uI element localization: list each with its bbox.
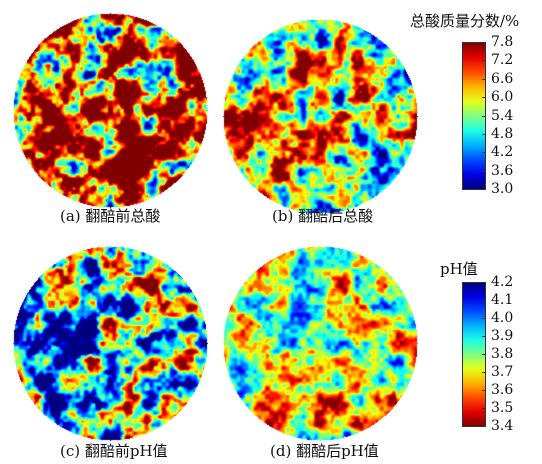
colorbar-tick-mark (482, 42, 486, 43)
colorbar-tick-mark (482, 390, 486, 391)
colorbar-tick-label: 6.6 (491, 70, 514, 87)
colorbar-tick-mark (482, 336, 486, 337)
heatmap-circle-d (222, 245, 418, 441)
colorbar-tick-label: 3.6 (491, 382, 514, 398)
heatmap-panel-c (12, 245, 208, 441)
colorbar-tick-mark (482, 300, 486, 301)
heatmap-panel-d (222, 245, 418, 441)
heatmap-panel-b (222, 18, 418, 214)
colorbar-tick-mark (482, 170, 486, 172)
heatmap-circle-a (12, 12, 208, 208)
colorbar-tick-mark (482, 372, 486, 373)
heatmap-circle-b (222, 18, 418, 214)
colorbar-tick-mark (482, 78, 486, 80)
colorbar-tick-mark (482, 408, 486, 409)
colorbar-tick-mark (482, 282, 486, 283)
colorbar-tick-label: 3.5 (491, 400, 514, 416)
caption-d: (d) 翻醅后pH值 (270, 442, 379, 460)
colorbar-tick-label: 3.4 (491, 418, 514, 434)
colorbar-tick-label: 4.0 (491, 310, 514, 326)
colorbar-tick-label: 3.7 (491, 364, 514, 380)
legend-title-ph: pH值 (440, 260, 478, 278)
colorbar-tick-mark (482, 354, 486, 355)
colorbar-tick-mark (482, 133, 486, 135)
caption-a: (a) 翻醅前总酸 (60, 207, 161, 225)
colorbar-tick-label: 4.1 (491, 292, 514, 308)
colorbar-tick-label: 7.2 (491, 52, 514, 69)
colorbar-tick-label: 3.6 (491, 162, 514, 179)
legend-title-acid: 总酸质量分数/% (410, 12, 520, 30)
heatmap-circle-c (12, 245, 208, 441)
colorbar-tick-label: 3.8 (491, 346, 514, 362)
colorbar-tick-label: 4.8 (491, 125, 514, 142)
colorbar-tick-mark (482, 97, 486, 99)
colorbar-tick-label: 4.2 (491, 274, 514, 290)
caption-c: (c) 翻醅前pH值 (60, 442, 168, 460)
colorbar-tick-mark (482, 189, 486, 190)
colorbar-tick-label: 3.9 (491, 328, 514, 344)
colorbar-tick-label: 3.0 (491, 181, 514, 197)
colorbar-tick-mark (482, 152, 486, 154)
colorbar-tick-mark (482, 115, 486, 117)
caption-b: (b) 翻醅后总酸 (272, 207, 374, 225)
colorbar-tick-mark (482, 318, 486, 319)
colorbar-tick-label: 5.4 (491, 107, 514, 124)
colorbar-tick-label: 7.8 (491, 34, 514, 50)
colorbar-tick-mark (482, 426, 486, 427)
colorbar-tick-label: 6.0 (491, 89, 514, 106)
heatmap-panel-a (12, 12, 208, 208)
colorbar-tick-label: 4.2 (491, 144, 514, 161)
colorbar-tick-mark (482, 60, 486, 62)
